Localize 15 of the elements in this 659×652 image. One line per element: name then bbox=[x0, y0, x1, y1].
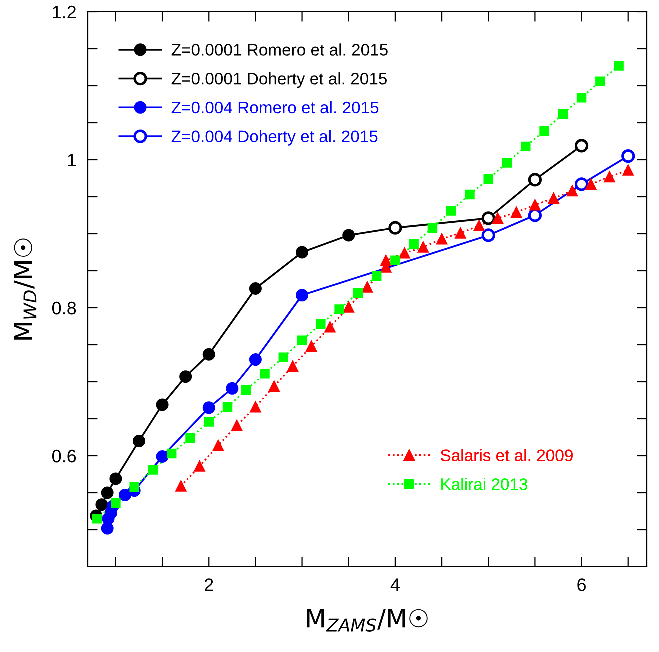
legend-label: Z=0.004 Doherty et al. 2015 bbox=[172, 130, 378, 146]
y-tick-label: 0.8 bbox=[52, 302, 76, 315]
x-axis-title: M$_{ZAMS}$/M☉ bbox=[307, 609, 428, 632]
y-tick-label: 1 bbox=[68, 154, 76, 167]
legend-label: Kalirai 2013 bbox=[442, 478, 528, 490]
y-tick-label: 1.2 bbox=[53, 6, 76, 19]
x-tick-label: 6 bbox=[578, 578, 586, 592]
x-tick-label: 2 bbox=[205, 578, 214, 592]
legend-label: Z=0.0001 Romero et al. 2015 bbox=[172, 44, 388, 56]
legend-label: Salaris et al. 2009 bbox=[441, 449, 573, 462]
x-tick-label: 4 bbox=[390, 578, 400, 592]
y-axis-title: M$_{WD}$/M☉ bbox=[14, 238, 37, 340]
legend-label: Z=0.004 Romero et al. 2015 bbox=[172, 101, 379, 114]
y-tick-label: 0.6 bbox=[52, 450, 76, 463]
legend-label: Z=0.0001 Doherty et al. 2015 bbox=[172, 72, 387, 88]
